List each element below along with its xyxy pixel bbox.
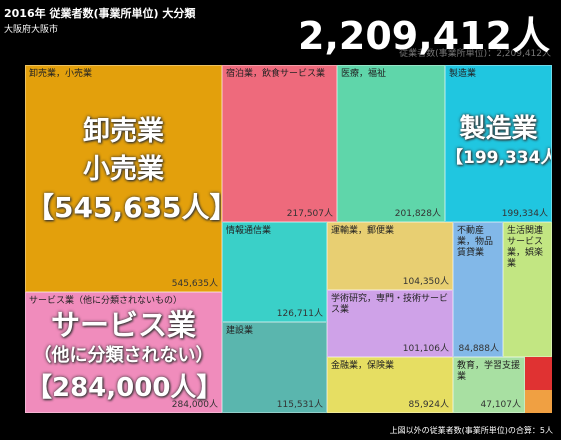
cell-label: 教育，学習支援業: [457, 361, 521, 382]
cell: 医療，福祉 201,828人: [337, 65, 445, 222]
cell: 学術研究，専門・技術サービス業 101,106人: [327, 290, 453, 357]
cell-label: 医療，福祉: [341, 69, 387, 79]
value-label: 284,000人: [171, 400, 218, 410]
value-label: 217,507人: [286, 209, 333, 219]
value-label: 201,828人: [394, 209, 441, 219]
cell: 生活関連サービス業，娯楽業: [503, 222, 552, 357]
value-label: 85,924人: [408, 400, 450, 410]
cell-label: 生活関連サービス業，娯楽業: [507, 226, 544, 269]
callout: 製造業: [459, 114, 538, 144]
cell-label: 運輸業，郵便業: [331, 226, 395, 236]
value-label: 101,106人: [402, 344, 449, 354]
callout: 【284,000人】: [26, 373, 222, 403]
value-label: 126,711人: [276, 309, 323, 319]
cell: 不動産業，物品賃貸業 84,888人: [453, 222, 503, 357]
cell: 卸売業，小売業 545,635人 卸売業小売業【545,635人】: [25, 65, 222, 292]
value-label: 545,635人: [171, 279, 218, 289]
value-label: 115,531人: [276, 400, 323, 410]
cell-label: 宿泊業，飲食サービス業: [226, 69, 326, 79]
cell: 運輸業，郵便業 104,350人: [327, 222, 453, 290]
subtitle: 大阪府大阪市: [4, 25, 59, 35]
callout: サービス業: [50, 308, 196, 342]
cell: サービス業（他に分類されないもの） 284,000人 サービス業 （他に分類されない）…: [25, 292, 222, 413]
cell-label: サービス業（他に分類されないもの）: [29, 296, 183, 306]
cell: 製造業 199,334人 製造業【199,334人】: [445, 65, 552, 222]
cell: 金融業，保険業 85,924人: [327, 357, 453, 413]
value-label: 104,350人: [402, 277, 449, 287]
callout: 【199,334人】: [446, 148, 551, 168]
cell-label: 建設業: [226, 326, 254, 336]
cell: 建設業 115,531人: [222, 322, 327, 413]
value-label: 84,888人: [458, 344, 500, 354]
cell-label: 不動産業，物品賃貸業: [457, 226, 494, 258]
cell-label: 卸売業，小売業: [29, 69, 93, 79]
cell-label: 情報通信業: [226, 226, 272, 236]
cell: 情報通信業 126,711人: [222, 222, 327, 322]
footnote: 上図以外の従業者数(事業所単位)の合算：5人: [389, 426, 553, 435]
value-label: 199,334人: [501, 209, 548, 219]
title: 2016年 従業者数(事業所単位) 大分類: [4, 7, 196, 20]
headline: 2,209,412人: [298, 14, 550, 58]
minor-cell: [525, 357, 552, 390]
callout: 小売業: [83, 154, 164, 185]
cell-label: 金融業，保険業: [331, 361, 395, 371]
callout: （他に分類されない）: [33, 345, 214, 366]
cell-label: 学術研究，専門・技術サービス業: [331, 294, 449, 315]
value-label: 47,107人: [480, 400, 522, 410]
cell: 宿泊業，飲食サービス業 217,507人: [222, 65, 337, 222]
total-caption: 従業者数(事業所単位)：2,209,412人: [399, 49, 551, 59]
minor-cell: [525, 390, 552, 413]
cell-label: 製造業: [449, 69, 477, 79]
callout: 卸売業: [83, 116, 164, 147]
cell: 教育，学習支援業 47,107人: [453, 357, 525, 413]
callout: 【545,635人】: [26, 191, 222, 224]
